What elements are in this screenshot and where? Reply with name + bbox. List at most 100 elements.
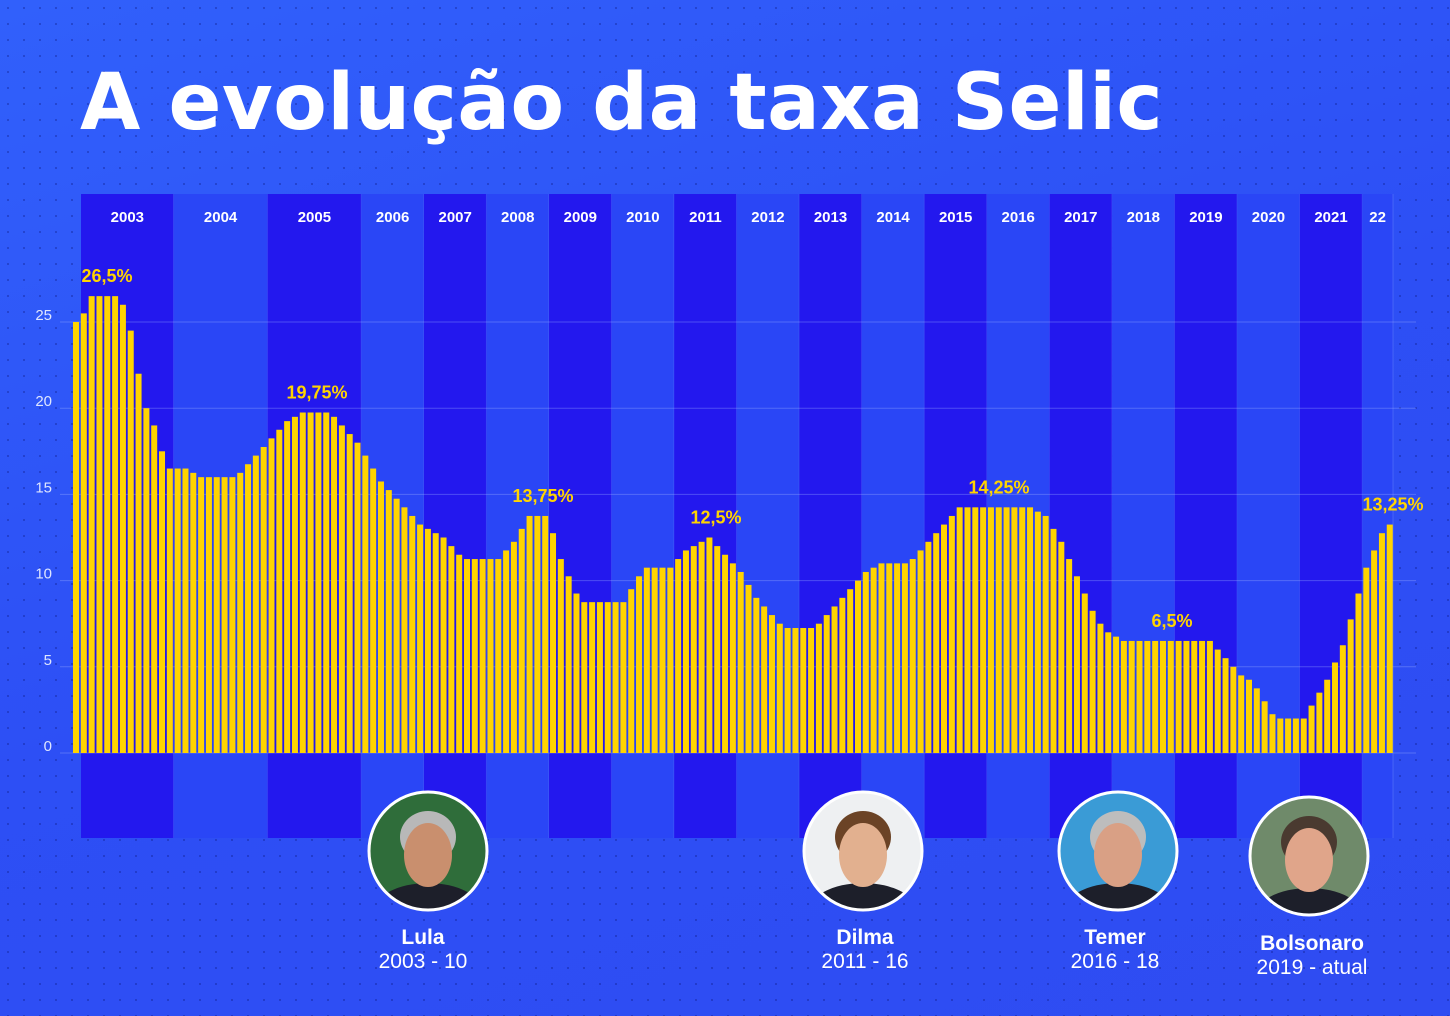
bar <box>80 313 87 753</box>
bar <box>698 541 705 753</box>
bar <box>245 464 252 753</box>
bar <box>1253 688 1260 753</box>
bar <box>909 559 916 753</box>
bar <box>995 507 1002 753</box>
bar <box>729 563 736 753</box>
portrait-border <box>1057 790 1179 912</box>
bar <box>1081 593 1088 753</box>
bar <box>143 408 150 753</box>
bar <box>542 515 549 753</box>
bar <box>722 554 729 753</box>
bar <box>589 602 596 753</box>
bar <box>1027 507 1034 753</box>
year-label: 2018 <box>1127 209 1160 226</box>
bar <box>776 623 783 753</box>
bar <box>737 571 744 753</box>
peak-label: 19,75% <box>286 383 347 403</box>
bar <box>761 606 768 753</box>
bar <box>753 597 760 753</box>
bar <box>1214 649 1221 753</box>
bar <box>229 477 236 753</box>
bar <box>1277 718 1284 753</box>
bar <box>88 296 95 753</box>
bar <box>1183 640 1190 753</box>
bar <box>409 515 416 753</box>
bar <box>252 455 259 753</box>
bar <box>1159 640 1166 753</box>
bar <box>823 615 830 753</box>
bar <box>831 606 838 753</box>
portrait-face <box>1285 828 1333 892</box>
bar <box>471 559 478 753</box>
bar <box>886 563 893 753</box>
bar <box>768 615 775 753</box>
bar <box>636 576 643 753</box>
year-label: 2021 <box>1314 209 1347 226</box>
bar <box>948 515 955 753</box>
bar <box>1386 524 1393 753</box>
bar <box>487 559 494 753</box>
portrait-suit <box>1063 883 1173 909</box>
y-tick-label: 20 <box>35 393 52 410</box>
bar <box>1347 619 1354 753</box>
president-name: Bolsonaro <box>1260 932 1364 955</box>
bar <box>651 567 658 753</box>
bar <box>815 623 822 753</box>
year-label: 2015 <box>939 209 972 226</box>
bar <box>1371 550 1378 753</box>
portrait-border <box>367 790 489 912</box>
portrait-suit <box>373 883 483 909</box>
bar <box>119 304 126 753</box>
bar <box>424 528 431 753</box>
bar <box>526 515 533 753</box>
president-period: 2011 - 16 <box>821 950 909 973</box>
year-band <box>81 194 174 838</box>
bar <box>620 602 627 753</box>
bar <box>401 507 408 753</box>
bar <box>573 593 580 753</box>
bar <box>1332 662 1339 753</box>
bar <box>503 550 510 753</box>
peak-label: 14,25% <box>968 477 1029 497</box>
y-tick-label: 15 <box>35 479 52 496</box>
bar <box>479 559 486 753</box>
bar <box>894 563 901 753</box>
bar <box>440 537 447 753</box>
bar <box>1300 718 1307 753</box>
bar <box>362 455 369 753</box>
bar <box>354 442 361 753</box>
bar <box>1019 507 1026 753</box>
peak-label: 13,75% <box>512 486 573 506</box>
peak-label: 26,5% <box>81 266 132 286</box>
year-label: 22 <box>1369 209 1386 226</box>
year-band <box>173 194 268 838</box>
portrait-image <box>1251 798 1367 914</box>
bar <box>1011 507 1018 753</box>
bar <box>987 507 994 753</box>
bar <box>1339 645 1346 753</box>
bar <box>205 477 212 753</box>
bar <box>291 416 298 753</box>
bar <box>1089 610 1096 753</box>
bar <box>1167 640 1174 753</box>
temer-portrait <box>1057 790 1179 912</box>
bar <box>495 559 502 753</box>
bar <box>870 567 877 753</box>
bar <box>800 628 807 753</box>
bar <box>159 451 166 753</box>
y-tick-label: 25 <box>35 307 52 324</box>
bar <box>1269 714 1276 753</box>
bar <box>260 446 267 753</box>
bar <box>315 412 322 753</box>
bar <box>213 477 220 753</box>
portrait-face <box>1094 823 1142 887</box>
bar <box>565 576 572 753</box>
bar <box>1355 593 1362 753</box>
year-label: 2006 <box>376 209 409 226</box>
year-label: 2019 <box>1189 209 1222 226</box>
peak-label: 6,5% <box>1151 611 1192 631</box>
president-dilma: Dilma 2011 - 16 <box>755 926 975 974</box>
bar <box>1058 541 1065 753</box>
bar <box>1316 692 1323 753</box>
bar <box>550 533 557 753</box>
